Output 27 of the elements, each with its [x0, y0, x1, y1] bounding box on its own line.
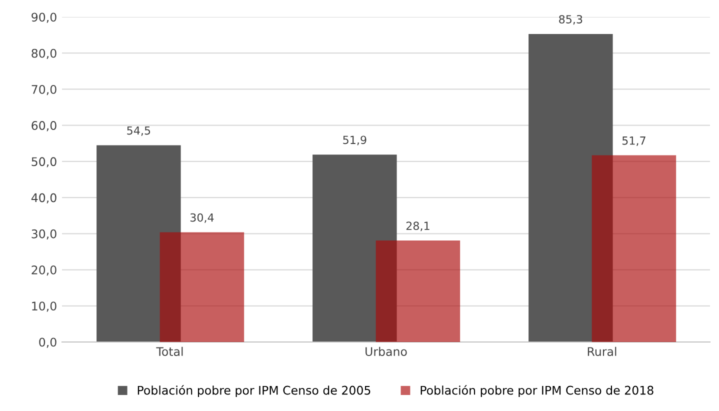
data-label: 28,1	[406, 222, 430, 232]
y-tick-label: 40,0	[31, 193, 56, 204]
y-tick-label: 70,0	[32, 84, 56, 96]
bar	[592, 155, 676, 342]
bar	[528, 34, 613, 342]
legend-label: Población pobre por IPM Censo de 2005	[138, 385, 370, 398]
data-label: 51,9	[343, 136, 366, 146]
bar	[96, 145, 181, 342]
y-tick-label: 90,0	[32, 12, 56, 23]
data-label: 85,3	[559, 15, 582, 25]
data-label: 54,5	[127, 126, 150, 136]
bar	[312, 154, 397, 342]
bar	[160, 232, 244, 342]
y-tick-label: 0,0	[39, 338, 56, 348]
x-tick-label: Urbano	[366, 346, 407, 356]
y-tick-label: 80,0	[32, 48, 56, 59]
y-tick-label: 50,0	[32, 157, 56, 168]
bar	[376, 240, 460, 342]
data-label: 30,4	[190, 213, 214, 223]
y-tick-label: 10,0	[32, 302, 56, 312]
x-tick-label: Rural	[588, 346, 616, 356]
x-tick-label: Total	[156, 346, 183, 356]
data-label: 51,7	[622, 136, 646, 146]
y-tick-label: 60,0	[32, 121, 56, 132]
y-tick-label: 20,0	[32, 266, 56, 276]
legend-label: Población pobre por IPM Censo de 2018	[420, 385, 654, 398]
y-tick-label: 30,0	[32, 229, 56, 240]
